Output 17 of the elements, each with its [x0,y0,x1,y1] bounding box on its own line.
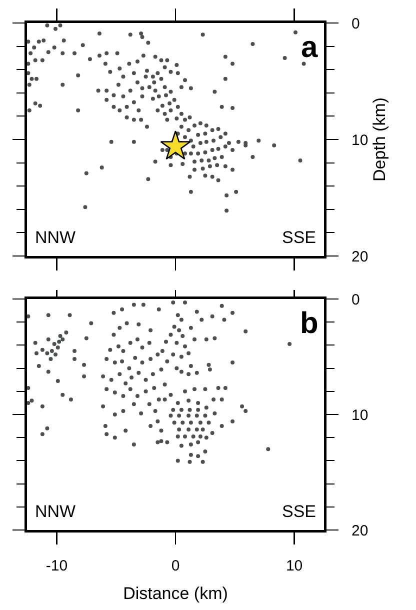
annotation: SSE [282,502,316,521]
annotation: SSE [282,228,316,247]
annotation: NNW [35,502,76,521]
y-tick-label: 0 [352,291,360,308]
x-tick-label: -10 [46,558,68,574]
y-tick-label: 0 [352,15,360,32]
y-tick-label: 20 [352,522,368,540]
y-tick-label: 10 [352,406,368,424]
y-axis-title: Depth (km) [370,97,389,182]
y-tick-label: 10 [352,132,368,149]
y-tick-label: 20 [352,248,368,266]
x-tick-label: 0 [171,558,180,574]
x-tick-label: 10 [286,558,303,574]
annotation: b [300,307,318,340]
x-axis-title: Distance (km) [123,584,228,604]
annotation: a [301,31,318,64]
annotation: NNW [35,228,76,247]
